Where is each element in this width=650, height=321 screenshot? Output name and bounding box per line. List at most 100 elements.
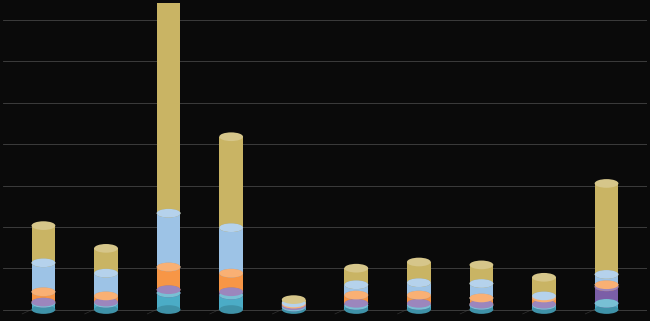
- Bar: [282, 304, 306, 306]
- Ellipse shape: [344, 301, 368, 310]
- Ellipse shape: [532, 301, 556, 310]
- Bar: [407, 262, 431, 283]
- Bar: [157, 267, 181, 290]
- Bar: [407, 305, 431, 309]
- Ellipse shape: [469, 300, 493, 308]
- Ellipse shape: [469, 305, 493, 314]
- Bar: [94, 303, 118, 309]
- Ellipse shape: [595, 299, 618, 308]
- Bar: [344, 285, 368, 295]
- Bar: [157, 0, 181, 213]
- Bar: [32, 292, 55, 302]
- Ellipse shape: [157, 209, 181, 218]
- Ellipse shape: [219, 269, 243, 277]
- Bar: [344, 295, 368, 303]
- Ellipse shape: [32, 298, 55, 307]
- Ellipse shape: [595, 270, 618, 279]
- Bar: [532, 304, 556, 305]
- Ellipse shape: [469, 301, 493, 310]
- Bar: [532, 277, 556, 296]
- Bar: [94, 273, 118, 296]
- Ellipse shape: [157, 289, 181, 297]
- Bar: [532, 296, 556, 298]
- Ellipse shape: [94, 269, 118, 277]
- Ellipse shape: [219, 287, 243, 296]
- Ellipse shape: [595, 305, 618, 314]
- Ellipse shape: [219, 132, 243, 141]
- Bar: [32, 302, 55, 303]
- Ellipse shape: [595, 299, 618, 308]
- Ellipse shape: [282, 299, 306, 307]
- Ellipse shape: [344, 291, 368, 299]
- Ellipse shape: [469, 300, 493, 308]
- Ellipse shape: [344, 264, 368, 273]
- Ellipse shape: [32, 287, 55, 296]
- Ellipse shape: [407, 299, 431, 308]
- Bar: [219, 273, 243, 292]
- Ellipse shape: [344, 291, 368, 299]
- Ellipse shape: [407, 258, 431, 266]
- Ellipse shape: [469, 279, 493, 288]
- Ellipse shape: [94, 291, 118, 300]
- Ellipse shape: [32, 221, 55, 230]
- Bar: [595, 285, 618, 287]
- Bar: [595, 274, 618, 285]
- Ellipse shape: [94, 299, 118, 308]
- Ellipse shape: [157, 289, 181, 297]
- Ellipse shape: [94, 298, 118, 307]
- Ellipse shape: [219, 305, 243, 314]
- Ellipse shape: [595, 179, 618, 188]
- Ellipse shape: [532, 301, 556, 310]
- Bar: [595, 303, 618, 309]
- Ellipse shape: [32, 258, 55, 267]
- Ellipse shape: [469, 294, 493, 302]
- Ellipse shape: [219, 291, 243, 299]
- Ellipse shape: [407, 291, 431, 299]
- Ellipse shape: [282, 300, 306, 308]
- Ellipse shape: [532, 294, 556, 302]
- Ellipse shape: [344, 299, 368, 308]
- Bar: [32, 303, 55, 309]
- Ellipse shape: [219, 223, 243, 232]
- Ellipse shape: [94, 291, 118, 300]
- Bar: [469, 304, 493, 305]
- Ellipse shape: [219, 269, 243, 277]
- Ellipse shape: [407, 301, 431, 310]
- Bar: [469, 283, 493, 298]
- Bar: [219, 137, 243, 228]
- Bar: [94, 248, 118, 273]
- Ellipse shape: [32, 258, 55, 267]
- Ellipse shape: [344, 281, 368, 289]
- Ellipse shape: [282, 301, 306, 310]
- Ellipse shape: [32, 298, 55, 307]
- Ellipse shape: [219, 287, 243, 296]
- Bar: [219, 295, 243, 309]
- Bar: [469, 265, 493, 283]
- Bar: [157, 213, 181, 267]
- Ellipse shape: [532, 300, 556, 308]
- Ellipse shape: [595, 281, 618, 289]
- Ellipse shape: [157, 285, 181, 294]
- Bar: [407, 295, 431, 303]
- Ellipse shape: [32, 287, 55, 296]
- Ellipse shape: [532, 273, 556, 282]
- Ellipse shape: [282, 303, 306, 311]
- Ellipse shape: [282, 301, 306, 310]
- Ellipse shape: [532, 291, 556, 300]
- Ellipse shape: [407, 305, 431, 314]
- Ellipse shape: [407, 299, 431, 308]
- Ellipse shape: [32, 305, 55, 314]
- Ellipse shape: [407, 278, 431, 287]
- Ellipse shape: [32, 299, 55, 308]
- Ellipse shape: [219, 223, 243, 232]
- Ellipse shape: [157, 263, 181, 271]
- Bar: [595, 183, 618, 274]
- Ellipse shape: [532, 291, 556, 300]
- Ellipse shape: [532, 305, 556, 314]
- Bar: [344, 305, 368, 309]
- Ellipse shape: [407, 278, 431, 287]
- Ellipse shape: [469, 301, 493, 310]
- Ellipse shape: [469, 261, 493, 269]
- Ellipse shape: [94, 305, 118, 314]
- Ellipse shape: [344, 299, 368, 308]
